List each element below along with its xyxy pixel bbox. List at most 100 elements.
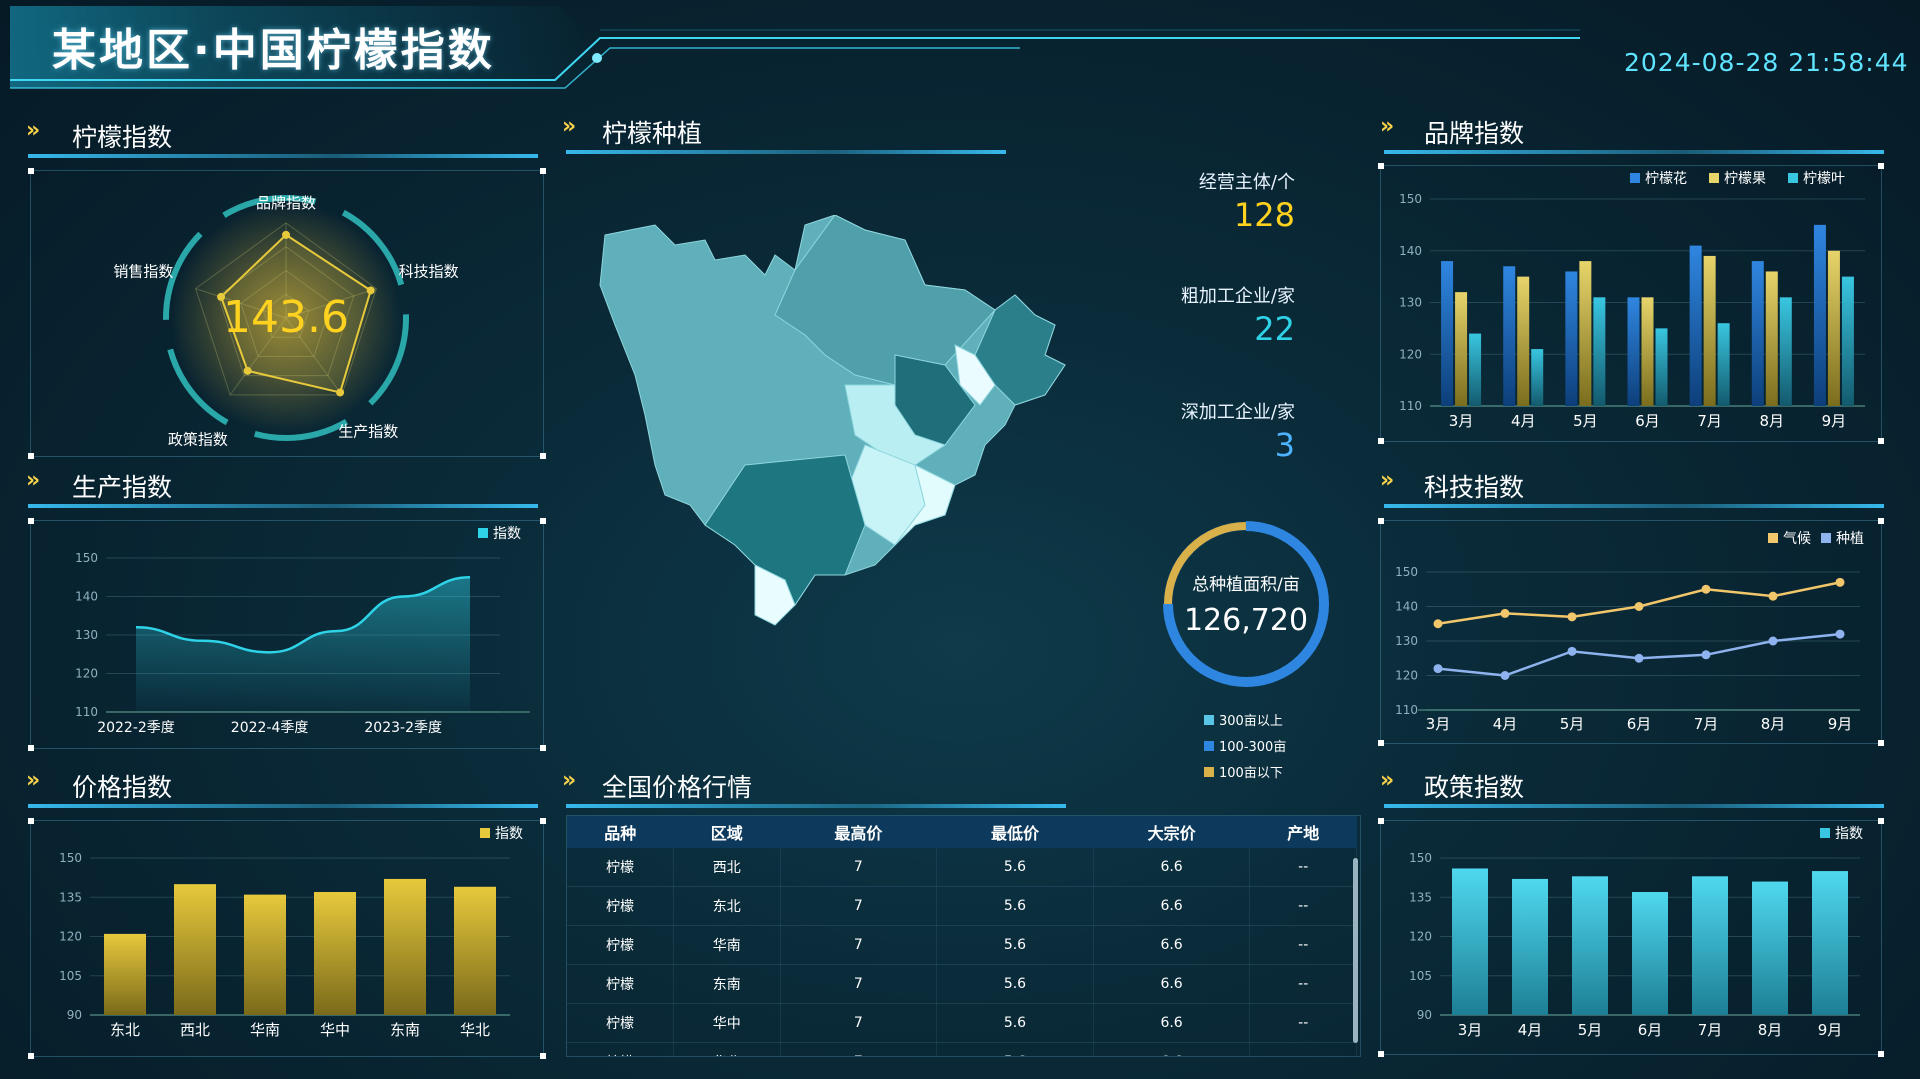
production-panel — [28, 518, 546, 751]
panel-corner — [540, 745, 546, 751]
table-scrollbar[interactable] — [1353, 858, 1358, 1043]
y-tick-label: 120 — [1395, 669, 1418, 683]
bar — [1452, 868, 1488, 1015]
legend-swatch — [1630, 173, 1640, 183]
y-tick-label: 150 — [1395, 565, 1418, 579]
legend-swatch — [1820, 828, 1830, 838]
y-tick-label: 130 — [1399, 296, 1422, 310]
radar-point — [282, 230, 290, 239]
table-header-cell: 区域 — [673, 816, 781, 848]
x-tick-label: 7月 — [1694, 715, 1719, 733]
radar-label: 科技指数 — [399, 263, 459, 281]
rough-processing-value: 22 — [1254, 310, 1295, 348]
panel-corner — [540, 453, 546, 459]
map-legend-item: 300亩以上 — [1204, 710, 1286, 729]
legend-item: 种植 — [1821, 528, 1864, 548]
y-tick-label: 90 — [1417, 1008, 1432, 1022]
bar — [1703, 255, 1716, 406]
y-tick-label: 105 — [59, 969, 82, 983]
legend-label: 指数 — [493, 526, 521, 542]
panel-corner — [1378, 818, 1384, 824]
header-decoration — [10, 6, 1580, 89]
legend-item: 柠檬果 — [1709, 168, 1766, 188]
table-cell: 东北 — [673, 886, 781, 926]
panel-corner — [1378, 1051, 1384, 1057]
table-cell: 华南 — [673, 925, 781, 965]
x-tick-label: 4月 — [1493, 715, 1518, 733]
price-index-title: 价格指数 — [72, 773, 173, 802]
brand-chart: 110 120 130 140 150 3月 4月 5月 6月 7月 8月 9月 — [1399, 192, 1865, 430]
table-cell: 6.6 — [1093, 1042, 1251, 1056]
table-header-cell: 品种 — [567, 816, 674, 848]
table-row[interactable]: 柠檬 东南 7 5.6 6.6 -- — [567, 964, 1357, 1004]
table-row[interactable]: 柠檬 华南 7 5.6 6.6 -- — [567, 925, 1357, 965]
x-tick-label: 2023-2季度 — [364, 720, 442, 736]
y-tick-label: 150 — [1399, 192, 1422, 206]
radar-axis — [229, 317, 287, 396]
province-map — [599, 215, 1066, 626]
panel-corner — [1378, 518, 1384, 524]
bar — [1812, 871, 1848, 1015]
bar — [384, 878, 426, 1015]
deep-processing-label: 深加工企业/家 — [1180, 402, 1295, 423]
bar — [1813, 224, 1826, 406]
radar-axis — [285, 317, 343, 396]
legend-label: 气候 — [1783, 531, 1811, 547]
table-cell: 5.6 — [936, 886, 1094, 926]
panel-corner — [1378, 438, 1384, 444]
bar — [1572, 876, 1608, 1015]
legend-swatch — [1821, 533, 1831, 543]
bar — [1517, 276, 1530, 406]
table-row[interactable]: 柠檬 东北 7 5.6 6.6 -- — [567, 886, 1357, 926]
table-cell: 5.6 — [936, 964, 1094, 1004]
title-arrow-icon: » — [1380, 768, 1395, 793]
gauge-slice — [1163, 521, 1329, 687]
x-tick-label: 6月 — [1635, 412, 1660, 430]
national-price-title: 全国价格行情 — [602, 773, 753, 802]
table-header-cell: 最高价 — [780, 816, 937, 848]
page-title: 某地区·中国柠檬指数 — [52, 25, 495, 76]
table-row[interactable]: 柠檬 华中 7 5.6 6.6 -- — [567, 1003, 1357, 1043]
table-cell: 5.6 — [936, 1003, 1094, 1043]
table-cell: 5.6 — [936, 1042, 1094, 1056]
table-header-cell: 最低价 — [936, 816, 1094, 848]
table-cell: 7 — [780, 1003, 938, 1043]
series-line — [135, 576, 471, 654]
panel-corner — [1878, 438, 1884, 444]
panel-corner — [28, 1053, 34, 1059]
table-row[interactable]: 柠檬华北75.66.6-- — [567, 1042, 1357, 1056]
panel-corner — [1878, 818, 1884, 824]
title-underline — [1384, 150, 1884, 154]
title-underline — [566, 804, 1066, 808]
bar — [104, 933, 146, 1015]
radar-axis — [195, 288, 287, 319]
radar-label: 销售指数 — [113, 263, 173, 281]
bar — [1841, 276, 1854, 406]
table-row[interactable]: 柠檬 西北 7 5.6 6.6 -- — [567, 848, 1357, 887]
y-tick-label: 150 — [1409, 851, 1432, 865]
radar-point — [336, 388, 345, 397]
radar-label: 生产指数 — [338, 422, 398, 440]
radar-point — [366, 286, 375, 295]
legend-label: 100-300亩 — [1219, 740, 1287, 755]
radar-panel — [28, 168, 546, 459]
panel-corner — [1878, 163, 1884, 169]
title-arrow-icon: » — [26, 118, 41, 143]
production-index-title: 生产指数 — [72, 473, 173, 502]
policy-legend: 指数 — [1820, 823, 1863, 843]
title-underline — [28, 504, 538, 508]
legend-label: 柠檬果 — [1724, 171, 1766, 187]
radar-label: 品牌指数 — [256, 194, 316, 212]
legend-swatch — [1768, 533, 1778, 543]
x-tick-label: 4月 — [1518, 1021, 1543, 1039]
legend-label: 柠檬花 — [1645, 171, 1687, 187]
radar-ring — [262, 293, 310, 338]
table-cell: 6.6 — [1093, 964, 1251, 1004]
title-arrow-icon: » — [1380, 468, 1395, 493]
policy-index-title: 政策指数 — [1424, 773, 1525, 802]
area-label: 总种植面积/亩 — [1192, 575, 1300, 595]
table-cell: 7 — [780, 886, 938, 926]
radar-ring — [240, 269, 332, 357]
y-tick-label: 110 — [1399, 399, 1422, 413]
